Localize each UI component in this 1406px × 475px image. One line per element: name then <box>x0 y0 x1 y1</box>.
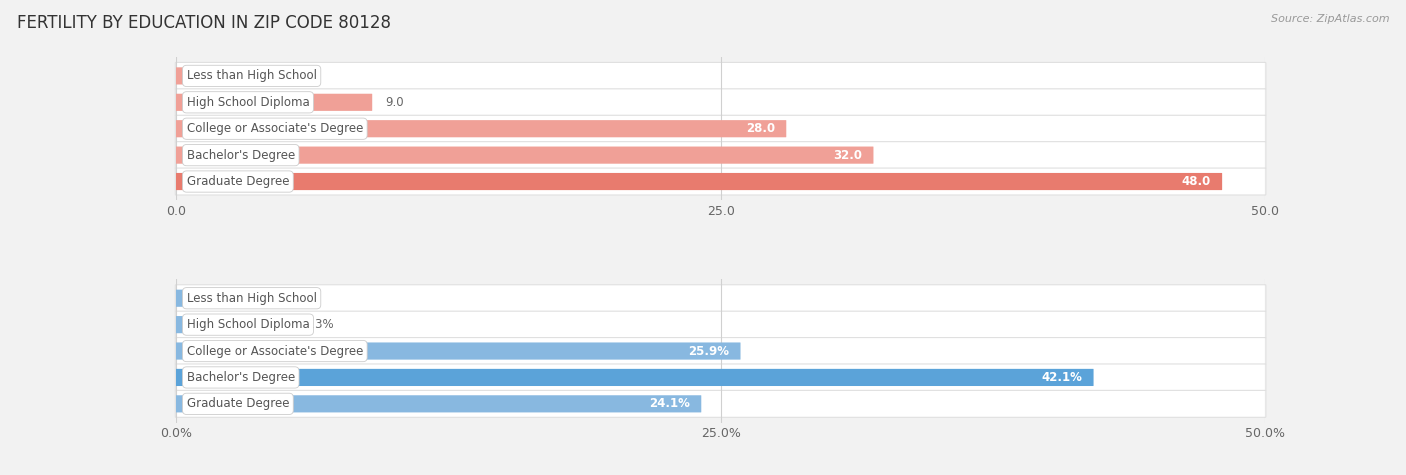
Text: Graduate Degree: Graduate Degree <box>187 175 290 188</box>
FancyBboxPatch shape <box>176 120 786 137</box>
FancyBboxPatch shape <box>176 369 1094 386</box>
FancyBboxPatch shape <box>176 342 741 360</box>
FancyBboxPatch shape <box>176 316 291 333</box>
FancyBboxPatch shape <box>176 168 1265 195</box>
FancyBboxPatch shape <box>176 285 1265 312</box>
Text: 25.9%: 25.9% <box>689 344 730 358</box>
Text: 24.1%: 24.1% <box>650 398 690 410</box>
FancyBboxPatch shape <box>176 62 1265 89</box>
FancyBboxPatch shape <box>176 311 1265 338</box>
FancyBboxPatch shape <box>176 147 873 164</box>
Text: College or Associate's Degree: College or Associate's Degree <box>187 344 363 358</box>
Text: 2.6%: 2.6% <box>246 292 276 305</box>
FancyBboxPatch shape <box>176 173 1222 190</box>
FancyBboxPatch shape <box>176 142 1265 169</box>
FancyBboxPatch shape <box>176 67 285 85</box>
FancyBboxPatch shape <box>176 115 1265 142</box>
Text: Source: ZipAtlas.com: Source: ZipAtlas.com <box>1271 14 1389 24</box>
Text: Less than High School: Less than High School <box>187 292 316 305</box>
FancyBboxPatch shape <box>176 395 702 412</box>
Text: 5.3%: 5.3% <box>304 318 335 331</box>
Text: 42.1%: 42.1% <box>1042 371 1083 384</box>
Text: 28.0: 28.0 <box>747 122 775 135</box>
Text: 9.0: 9.0 <box>385 96 404 109</box>
Text: 48.0: 48.0 <box>1181 175 1211 188</box>
Text: Less than High School: Less than High School <box>187 69 316 82</box>
Text: Bachelor's Degree: Bachelor's Degree <box>187 149 295 162</box>
FancyBboxPatch shape <box>176 338 1265 364</box>
FancyBboxPatch shape <box>176 290 233 307</box>
Text: Graduate Degree: Graduate Degree <box>187 398 290 410</box>
FancyBboxPatch shape <box>176 89 1265 116</box>
Text: High School Diploma: High School Diploma <box>187 96 309 109</box>
Text: 32.0: 32.0 <box>834 149 862 162</box>
FancyBboxPatch shape <box>176 390 1265 418</box>
Text: College or Associate's Degree: College or Associate's Degree <box>187 122 363 135</box>
Text: 5.0: 5.0 <box>298 69 316 82</box>
FancyBboxPatch shape <box>176 94 373 111</box>
Text: Bachelor's Degree: Bachelor's Degree <box>187 371 295 384</box>
FancyBboxPatch shape <box>176 364 1265 391</box>
Text: High School Diploma: High School Diploma <box>187 318 309 331</box>
Text: FERTILITY BY EDUCATION IN ZIP CODE 80128: FERTILITY BY EDUCATION IN ZIP CODE 80128 <box>17 14 391 32</box>
